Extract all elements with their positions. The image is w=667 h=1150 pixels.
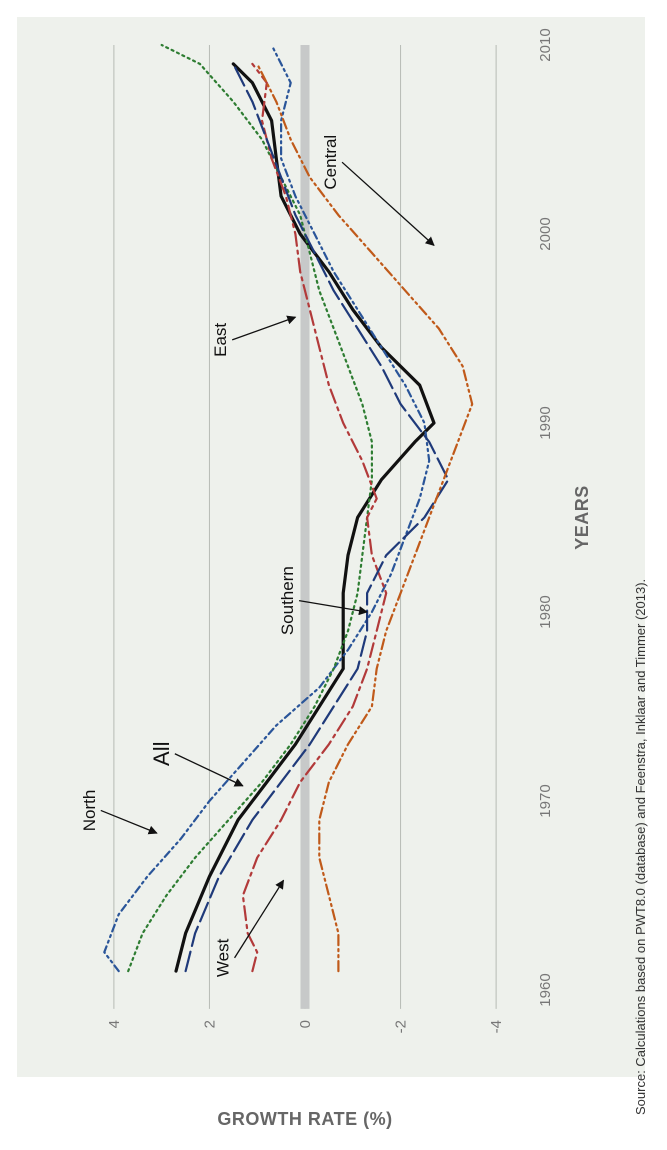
y-axis-title: GROWTH RATE (%) — [217, 1109, 392, 1129]
x-tick-label: 1980 — [537, 595, 554, 628]
x-tick-label: 1970 — [537, 784, 554, 817]
series-line-central — [256, 62, 474, 973]
y-tick-label: 2 — [201, 1020, 218, 1028]
source-note: Source: Calculations based on PWT8.0 (da… — [633, 579, 648, 1115]
x-tick-label: 2010 — [537, 28, 554, 61]
annotation-arrow — [341, 161, 435, 246]
y-tick-label: 4 — [106, 1020, 123, 1028]
series-line-all — [174, 62, 436, 973]
annotation-north: North — [80, 790, 99, 832]
x-tick-label: 2000 — [537, 217, 554, 250]
annotation-arrow — [298, 600, 369, 616]
annotation-arrow — [100, 809, 158, 835]
x-tick-label: 1960 — [537, 973, 554, 1006]
series-line-north — [103, 43, 431, 973]
annotation-central: Central — [321, 135, 340, 190]
x-tick-label: 1990 — [537, 406, 554, 439]
y-tick-label: -4 — [488, 1020, 505, 1033]
annotation-west: West — [214, 938, 233, 977]
annotation-east: East — [211, 323, 230, 357]
annotation-all: All — [149, 742, 174, 766]
y-tick-label: -2 — [393, 1020, 410, 1033]
annotation-arrow — [174, 753, 244, 787]
annotation-arrow — [231, 315, 297, 341]
series-line-west — [184, 62, 450, 973]
series-line-east — [241, 62, 388, 973]
x-axis-title: YEARS — [572, 485, 592, 550]
annotation-arrow — [234, 879, 285, 959]
y-tick-label: 0 — [297, 1020, 314, 1028]
annotation-southern: Southern — [278, 566, 297, 635]
series-line-southern — [127, 43, 373, 973]
